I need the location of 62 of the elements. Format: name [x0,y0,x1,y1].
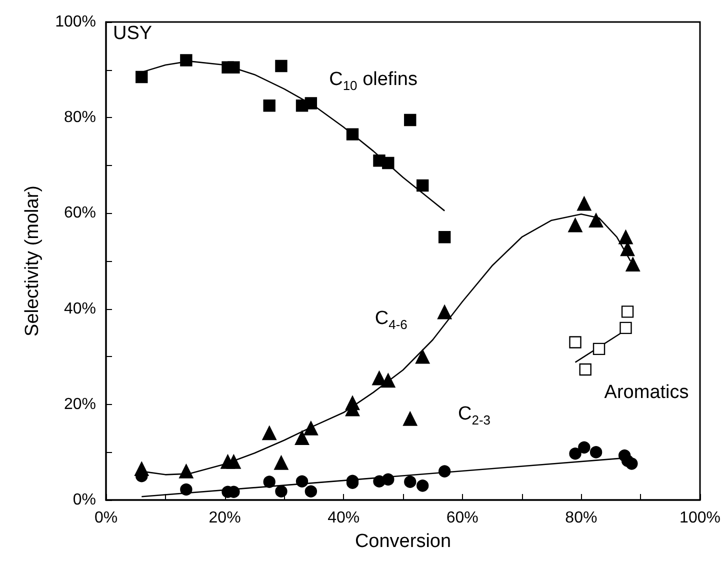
point [579,363,592,376]
point [416,179,429,192]
y-tick-label: 0% [72,492,96,508]
point [179,464,194,478]
point [626,257,640,272]
point [404,476,416,488]
x-tick-label: 40% [328,510,360,526]
point [382,156,394,170]
point [569,336,582,348]
point [372,371,386,386]
point [416,480,429,492]
point [275,485,288,498]
point [626,458,638,470]
x-tick-label: 100% [680,510,720,526]
x-tick-label: 20% [208,510,241,526]
y-tick-label: 100% [55,14,96,30]
point [568,218,582,232]
annotation: USY [113,23,152,44]
point [438,465,451,478]
y-tick-label: 80% [64,109,96,126]
point [296,475,308,488]
point [577,196,592,211]
point [620,322,632,334]
point [590,446,602,458]
point [345,396,360,410]
y-tick-label: 40% [64,300,96,318]
y-tick-label: 60% [64,204,96,222]
point [403,412,418,426]
point [404,114,416,126]
point [438,231,451,244]
point [275,60,288,72]
x-axis-title: Conversion [354,531,452,552]
point [382,473,394,486]
point [304,97,318,110]
point [180,54,192,66]
point [416,350,430,364]
point [180,483,192,496]
y-axis-title: Selectivity (molar) [22,186,43,336]
point [263,100,276,112]
point [437,305,452,320]
point [304,421,318,436]
point [618,230,633,244]
y-tick-label: 20% [64,396,96,413]
x-tick-label: 60% [446,510,478,526]
point [569,448,582,460]
point [228,61,240,74]
series-label: Aromatics [604,382,689,403]
point [136,70,148,84]
point [346,128,359,140]
x-tick-label: 80% [565,510,598,526]
point [274,456,288,470]
point [381,373,396,388]
point [294,430,310,445]
point [621,306,634,318]
x-tick-label: 0% [94,510,118,526]
point [304,485,318,498]
point [578,441,590,454]
point [592,342,606,356]
point [263,476,276,488]
point [226,454,241,469]
point [588,213,604,228]
point [262,426,276,440]
